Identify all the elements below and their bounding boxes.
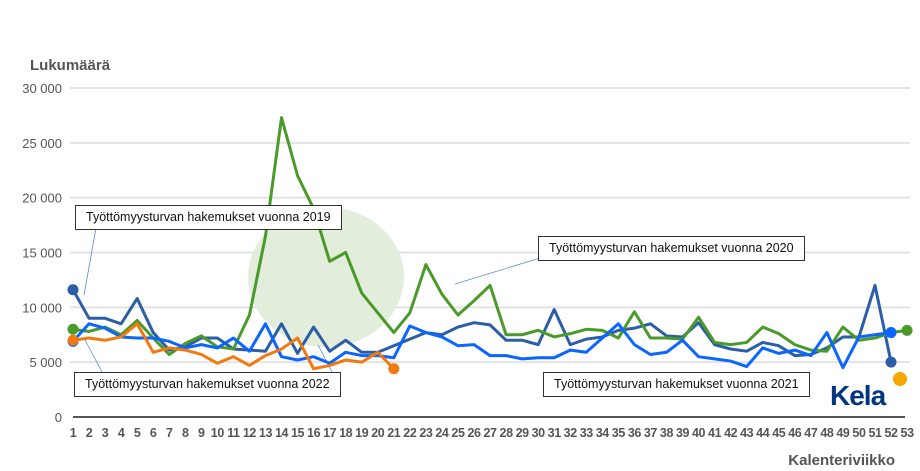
x-tick-label: 32 [564, 426, 578, 440]
y-tick-label: 0 [55, 410, 62, 425]
x-tick-label: 35 [612, 426, 626, 440]
x-tick-label: 7 [166, 426, 173, 440]
x-tick-label: 6 [150, 426, 157, 440]
y-tick-label: 5 000 [29, 355, 62, 370]
x-tick-label: 15 [291, 426, 305, 440]
x-tick-label: 18 [339, 426, 353, 440]
annotation-2020: Työttömyysturvan hakemukset vuonna 2020 [538, 236, 805, 261]
x-tick-label: 30 [532, 426, 546, 440]
x-tick-label: 40 [692, 426, 706, 440]
y-axis-label: Lukumäärä [30, 57, 111, 74]
x-tick-label: 46 [788, 426, 802, 440]
x-tick-label: 42 [724, 426, 738, 440]
x-tick-label: 10 [211, 426, 225, 440]
series-end-point [885, 327, 897, 339]
x-tick-label: 52 [884, 426, 898, 440]
x-tick-label: 45 [772, 426, 786, 440]
series-end-point [388, 363, 400, 375]
x-tick-label: 26 [467, 426, 481, 440]
x-tick-label: 3 [102, 426, 109, 440]
series-line-3 [71, 322, 892, 370]
x-tick-label: 25 [451, 426, 465, 440]
series-start-point [67, 323, 79, 335]
covid-peak-highlight [248, 207, 404, 347]
series-line-2 [72, 116, 908, 356]
annotation-pointer [317, 344, 333, 373]
x-tick-label: 33 [580, 426, 594, 440]
x-tick-label: 17 [323, 426, 337, 440]
y-tick-label: 15 000 [22, 246, 62, 261]
series-line-1 [71, 283, 893, 363]
x-tick-label: 8 [182, 426, 189, 440]
x-tick-label: 48 [820, 426, 834, 440]
x-tick-label: 44 [756, 426, 770, 440]
x-tick-label: 9 [198, 426, 205, 440]
x-tick-label: 38 [660, 426, 674, 440]
x-tick-label: 28 [500, 426, 514, 440]
x-tick-label: 20 [371, 426, 385, 440]
y-tick-label: 30 000 [22, 81, 62, 96]
x-tick-label: 49 [836, 426, 850, 440]
series-end-point [901, 324, 913, 336]
x-tick-label: 24 [435, 426, 449, 440]
x-tick-label: 4 [118, 426, 125, 440]
x-tick-label: 13 [259, 426, 273, 440]
kela-logo: Kela [830, 380, 886, 411]
x-tick-label: 37 [644, 426, 658, 440]
annotation-2021: Työttömyysturvan hakemukset vuonna 2021 [543, 372, 810, 397]
x-tick-label: 47 [804, 426, 818, 440]
x-tick-label: 34 [596, 426, 610, 440]
x-tick-label: 5 [134, 426, 141, 440]
x-tick-label: 51 [868, 426, 882, 440]
series-end-point [885, 356, 897, 368]
x-tick-label: 19 [355, 426, 369, 440]
y-tick-label: 25 000 [22, 136, 62, 151]
x-tick-label: 21 [387, 426, 401, 440]
x-tick-label: 1 [70, 426, 77, 440]
x-tick-label: 31 [548, 426, 562, 440]
x-tick-label: 50 [852, 426, 866, 440]
annotation-2019: Työttömyysturvan hakemukset vuonna 2019 [75, 205, 342, 230]
y-tick-label: 10 000 [22, 300, 62, 315]
series-start-point [67, 284, 79, 296]
series-start-point [67, 334, 79, 346]
x-tick-label: 29 [516, 426, 530, 440]
x-tick-label: 41 [708, 426, 722, 440]
x-tick-label: 23 [419, 426, 433, 440]
annotation-2022: Työttömyysturvan hakemukset vuonna 2022 [74, 372, 341, 397]
x-tick-label: 12 [243, 426, 257, 440]
annotation-pointer [83, 337, 103, 373]
series-line-4 [72, 322, 395, 371]
x-tick-label: 22 [403, 426, 417, 440]
kela-logo-badge-icon [893, 372, 907, 386]
x-tick-label: 39 [676, 426, 690, 440]
y-tick-label: 20 000 [22, 191, 62, 206]
x-axis-label: Kalenteriviikko [788, 452, 895, 469]
annotation-pointer [83, 227, 97, 296]
x-tick-label: 27 [483, 426, 497, 440]
x-tick-label: 14 [275, 426, 289, 440]
x-tick-label: 43 [740, 426, 754, 440]
annotation-pointer [454, 257, 541, 285]
x-tick-label: 2 [86, 426, 93, 440]
x-tick-label: 16 [307, 426, 321, 440]
x-tick-label: 53 [901, 426, 915, 440]
x-tick-label: 36 [628, 426, 642, 440]
x-tick-label: 11 [227, 426, 240, 440]
